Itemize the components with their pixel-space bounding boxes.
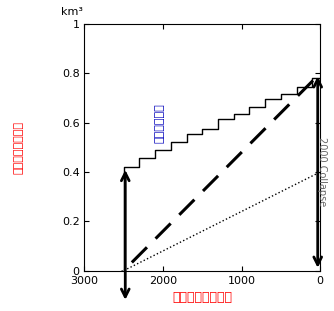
- Text: km³: km³: [61, 7, 83, 17]
- Text: 積算噴出マグマ量: 積算噴出マグマ量: [13, 121, 23, 174]
- Text: カルデラ形成: カルデラ形成: [154, 103, 164, 143]
- Text: 2000 Collapse: 2000 Collapse: [317, 137, 327, 207]
- X-axis label: 噴出年代（年前）: 噴出年代（年前）: [172, 291, 232, 304]
